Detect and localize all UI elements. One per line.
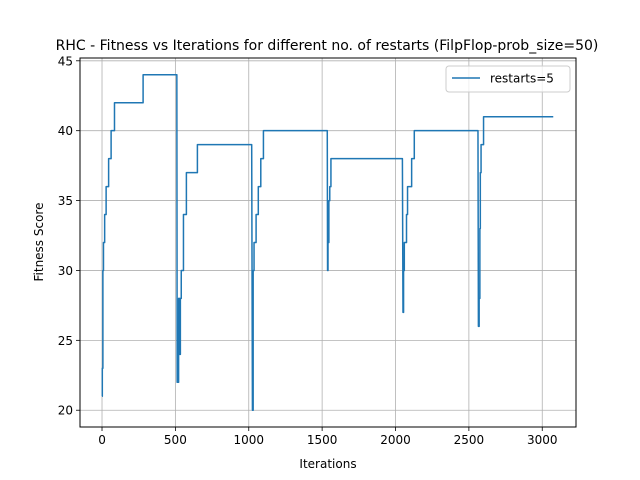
y-tick-label: 45: [58, 54, 73, 68]
x-tick-label: 500: [164, 433, 187, 447]
y-tick-label: 30: [58, 264, 73, 278]
x-tick-label: 3000: [527, 433, 558, 447]
legend-label: restarts=5: [490, 72, 554, 86]
y-tick-label: 20: [58, 404, 73, 418]
series-layer: [101, 74, 554, 411]
x-axis-label: Iterations: [299, 457, 356, 471]
y-tick-label: 35: [58, 194, 73, 208]
y-tick-label: 40: [58, 124, 73, 138]
legend: restarts=5: [445, 65, 571, 93]
y-axis-ticks: 20 25 30 35 40 45: [58, 54, 80, 418]
x-tick-label: 1000: [233, 433, 264, 447]
series-line: [101, 74, 554, 411]
chart-title: RHC - Fitness vs Iterations for differen…: [56, 38, 599, 54]
x-axis-ticks: 0 500 1000 1500 2000 2500 3000: [98, 427, 558, 447]
plot-frame: [79, 57, 577, 428]
x-tick-label: 0: [98, 433, 106, 447]
x-tick-label: 1500: [307, 433, 338, 447]
x-tick-label: 2500: [454, 433, 485, 447]
legend-box: [445, 65, 571, 93]
x-tick-label: 2000: [380, 433, 411, 447]
y-tick-label: 25: [58, 334, 73, 348]
y-axis-label: Fitness Score: [32, 203, 46, 282]
